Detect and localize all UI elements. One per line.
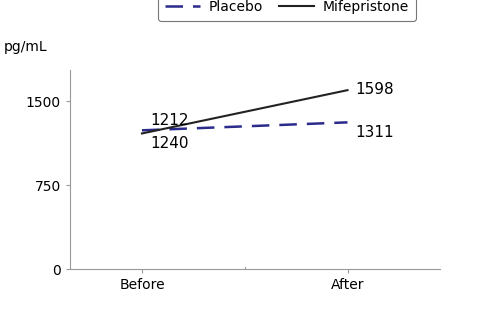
Text: 1311: 1311	[356, 125, 395, 139]
Text: 1598: 1598	[356, 81, 395, 97]
Text: 1212: 1212	[150, 113, 188, 128]
Text: 1240: 1240	[150, 137, 188, 152]
Legend: Placebo, Mifepristone: Placebo, Mifepristone	[158, 0, 416, 21]
Text: pg/mL: pg/mL	[4, 40, 47, 54]
